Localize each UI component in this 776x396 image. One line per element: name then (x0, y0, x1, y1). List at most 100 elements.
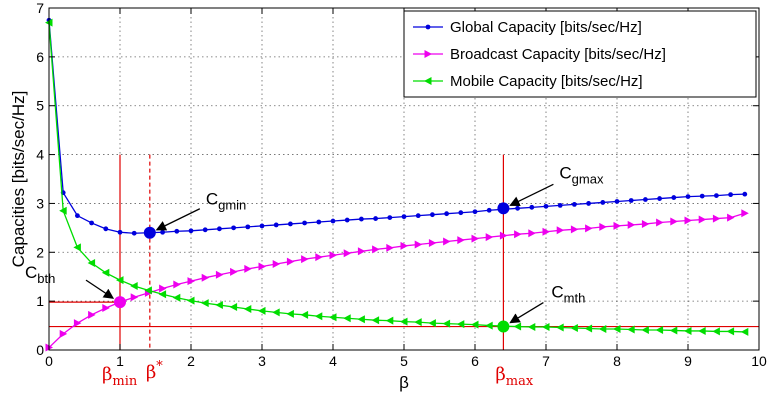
series-2-point-48 (726, 327, 735, 336)
series-2-point-16 (272, 308, 280, 317)
series-1-point-3 (88, 310, 96, 319)
series-2-point-5 (116, 276, 124, 285)
series-0-point-28 (444, 211, 449, 217)
series-0-point-41 (628, 198, 634, 203)
series-0-point-26 (415, 213, 421, 219)
series-2-point-46 (698, 326, 706, 335)
cgmin-point (143, 226, 156, 239)
series-0-point-16 (273, 222, 279, 228)
beta-max-label-sub: max (506, 374, 534, 389)
series-1-point-36 (556, 226, 565, 235)
series-2-point-43 (655, 325, 664, 334)
x-tick-label-5: 5 (400, 353, 408, 369)
series-2-point-2 (73, 243, 81, 252)
x-tick-label-8: 8 (613, 353, 621, 369)
series-2-point-3 (87, 259, 96, 268)
series-0-point-4 (103, 226, 109, 232)
series-1-point-49 (741, 209, 749, 218)
series-1-point-35 (542, 227, 550, 236)
series-2-point-19 (314, 312, 323, 321)
series-1-point-26 (414, 240, 423, 249)
cbth-point (114, 296, 126, 309)
x-tick-label-1: 1 (116, 353, 124, 369)
series-0-point-48 (728, 192, 733, 198)
series-0-point-18 (302, 220, 307, 226)
series-0-point-13 (231, 225, 237, 231)
series-1-point-12 (215, 270, 224, 279)
beta-min-label-sub: min (112, 374, 137, 389)
series-2-point-49 (740, 327, 749, 336)
series-0-point-6 (131, 230, 137, 236)
tick-labels: 0 1 2 3 4 5 6 7 8 9 10 0 1 2 3 4 5 6 7 (36, 0, 767, 369)
series-1-point-48 (727, 213, 735, 222)
series-0-point-45 (685, 194, 691, 199)
series-1-point-10 (187, 277, 195, 286)
legend-label-1: Broadcast Capacity [bits/sec/Hz] (450, 46, 666, 63)
axes (48, 7, 760, 351)
cgmin-arrow (155, 208, 201, 231)
series-1-point-18 (301, 255, 309, 264)
series-0-point-37 (572, 202, 577, 207)
series-2-point-25 (400, 317, 408, 326)
series-0-point-30 (472, 209, 478, 215)
series-0-point-29 (458, 210, 464, 216)
series-2-point-14 (243, 304, 252, 313)
y-axis-label: Capacities [bits/sec/Hz] (9, 91, 28, 268)
series-2-point-30 (471, 320, 479, 329)
y-tick-label-0: 0 (36, 342, 44, 358)
cgmin-label: Cgmin (206, 190, 246, 213)
series-1-point-21 (343, 249, 352, 258)
series-1-point-44 (670, 217, 678, 226)
series-1-point-11 (201, 273, 210, 282)
series-1-point-16 (272, 260, 281, 269)
series-1-point-6 (130, 293, 139, 302)
series-2-point-22 (357, 315, 365, 324)
series-2-point-13 (229, 303, 238, 312)
cbth-label-sub: bth (37, 271, 55, 286)
series-2-point-37 (570, 324, 578, 333)
series-1-point-17 (286, 257, 295, 266)
series-1-point-25 (400, 241, 408, 250)
y-tick-label-2: 2 (36, 244, 44, 260)
series-2-point-6 (130, 281, 138, 290)
series-2-point-24 (385, 316, 394, 325)
series-1-point-22 (357, 247, 366, 256)
cbth-arrow (85, 279, 115, 299)
series-0-point-47 (714, 193, 719, 199)
x-axis-label: β (399, 373, 409, 392)
y-tick-label-5: 5 (36, 98, 44, 114)
series-2-point-39 (598, 324, 607, 333)
series-1-point-23 (372, 245, 380, 254)
series-0-point-19 (316, 219, 322, 225)
series-0-point-34 (529, 204, 535, 210)
series-2-point-18 (300, 310, 309, 319)
series-0-point-43 (657, 196, 662, 201)
series-0-point-46 (699, 193, 705, 199)
legend-box (403, 10, 757, 98)
series-0 (46, 17, 748, 236)
series-1-point-47 (712, 214, 721, 223)
series-0-point-12 (217, 226, 222, 232)
series-0-point-22 (359, 216, 364, 222)
series-1-point-13 (230, 267, 238, 276)
series-1-point-38 (585, 224, 593, 233)
beta-max-label-base: β (495, 364, 505, 385)
series-1-point-27 (428, 239, 437, 248)
series-2-point-31 (485, 321, 493, 330)
series-1-point-40 (613, 221, 621, 230)
beta-min-label: βmin (102, 364, 138, 389)
series-0-point-31 (486, 207, 492, 213)
reference-lines: βmin β* βmax (49, 154, 759, 389)
legend-marker-2 (424, 77, 432, 85)
cmth-label: Cmth (551, 283, 585, 306)
series-1-point-14 (244, 264, 252, 273)
series-0-point-15 (259, 223, 265, 229)
series-0-point-5 (117, 229, 123, 235)
series-0-point-23 (373, 216, 378, 221)
x-tick-label-6: 6 (471, 353, 479, 369)
series-1 (45, 209, 749, 352)
series-0-point-33 (515, 205, 520, 211)
series-1-point-15 (258, 262, 266, 271)
beta-min-label-base: β (102, 364, 112, 385)
